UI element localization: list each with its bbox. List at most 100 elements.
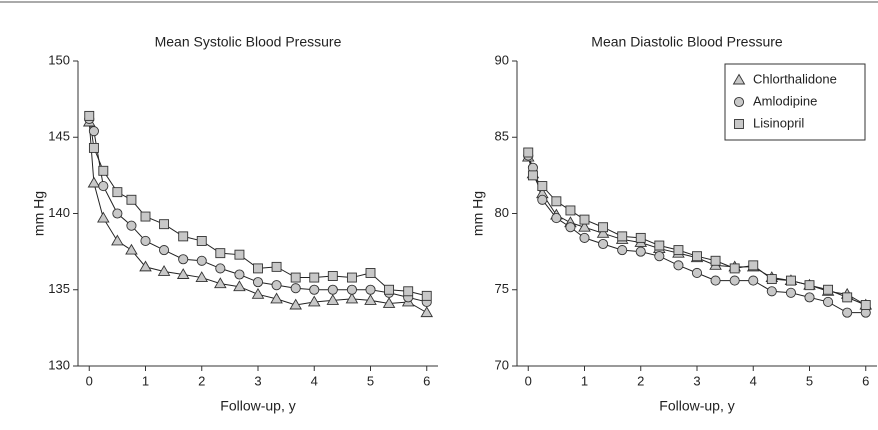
marker-circle (748, 275, 759, 286)
marker-circle (804, 292, 815, 303)
legend-label: Lisinopril (753, 115, 804, 130)
legend-marker (734, 119, 744, 129)
marker-circle (178, 254, 189, 265)
y-tick-label: 90 (495, 52, 509, 67)
marker-circle (290, 283, 301, 294)
marker-square (112, 187, 123, 198)
marker-square (215, 248, 226, 259)
marker-square (673, 245, 684, 256)
marker-circle (309, 284, 320, 295)
marker-square (140, 211, 151, 222)
x-tick-label: 1 (142, 373, 149, 388)
marker-square (785, 275, 796, 286)
marker-square (579, 214, 590, 225)
marker-circle (598, 238, 609, 250)
marker-triangle (345, 292, 359, 304)
marker-circle (673, 260, 684, 271)
x-tick-label: 3 (254, 373, 261, 388)
marker-square (527, 170, 538, 181)
chart-title: Mean Systolic Blood Pressure (155, 34, 342, 50)
marker-square (523, 147, 534, 158)
marker-triangle (420, 306, 434, 318)
marker-square (309, 272, 320, 283)
x-tick-label: 1 (581, 373, 588, 388)
marker-triangle (111, 234, 124, 246)
marker-triangle (289, 298, 302, 310)
x-tick-label: 4 (750, 373, 757, 388)
marker-square (692, 251, 702, 262)
marker-triangle (125, 243, 138, 255)
marker-square (88, 142, 99, 153)
x-tick-label: 4 (311, 373, 318, 388)
legend-label: Chlorthalidone (753, 71, 837, 86)
marker-circle (140, 235, 151, 246)
marker-triangle (307, 295, 321, 307)
legend-marker (732, 73, 746, 85)
marker-square (565, 205, 576, 216)
x-tick-label: 3 (693, 373, 700, 388)
marker-square (403, 286, 414, 297)
marker-circle (252, 277, 264, 288)
marker-triangle (578, 220, 591, 232)
marker-triangle (97, 211, 110, 223)
y-axis-label: mm Hg (31, 191, 47, 236)
x-tick-label: 5 (367, 373, 374, 388)
marker-square (327, 271, 338, 281)
marker-circle (654, 251, 665, 262)
marker-square (748, 260, 759, 271)
y-tick-label: 150 (48, 52, 70, 67)
marker-triangle (364, 294, 377, 305)
legend-box (724, 63, 866, 141)
marker-square (84, 110, 95, 121)
marker-circle (88, 126, 99, 137)
marker-square (159, 219, 170, 230)
x-tick-label: 6 (423, 373, 430, 388)
x-tick-label: 2 (198, 373, 205, 388)
marker-triangle (233, 280, 246, 292)
marker-circle (98, 180, 109, 192)
x-tick-label: 0 (86, 373, 93, 388)
marker-circle (234, 269, 245, 280)
legend-marker (733, 96, 745, 108)
x-tick-label: 0 (525, 373, 532, 388)
y-tick-label: 135 (48, 281, 70, 296)
marker-square (271, 261, 282, 272)
marker-circle (635, 246, 646, 257)
marker-triangle (176, 268, 190, 279)
marker-square (729, 263, 740, 274)
marker-circle (617, 245, 628, 256)
marker-square (98, 165, 109, 176)
series-line (527, 152, 866, 306)
marker-circle (346, 284, 357, 295)
marker-circle (785, 287, 796, 298)
marker-square (823, 284, 834, 295)
marker-circle (159, 245, 170, 256)
marker-circle (327, 284, 338, 295)
marker-triangle (87, 176, 101, 188)
marker-square (253, 263, 263, 274)
marker-triangle (251, 287, 265, 299)
x-axis-label: Follow-up, y (220, 398, 295, 414)
marker-circle (842, 307, 853, 318)
marker-circle (729, 275, 740, 286)
marker-square (234, 249, 245, 260)
marker-square (617, 231, 628, 242)
x-tick-label: 2 (637, 373, 644, 388)
marker-circle (551, 213, 562, 224)
marker-square (537, 181, 548, 192)
marker-square (804, 280, 815, 291)
y-tick-label: 145 (48, 129, 70, 144)
marker-triangle (596, 226, 610, 238)
y-tick-label: 85 (495, 129, 509, 144)
marker-square (178, 231, 189, 242)
y-tick-label: 80 (495, 205, 509, 220)
marker-circle (196, 255, 207, 266)
marker-circle (365, 284, 376, 295)
marker-circle (126, 220, 137, 231)
x-axis-label: Follow-up, y (659, 398, 734, 414)
y-tick-label: 70 (495, 357, 509, 372)
marker-square (598, 222, 609, 233)
marker-circle (565, 222, 576, 233)
